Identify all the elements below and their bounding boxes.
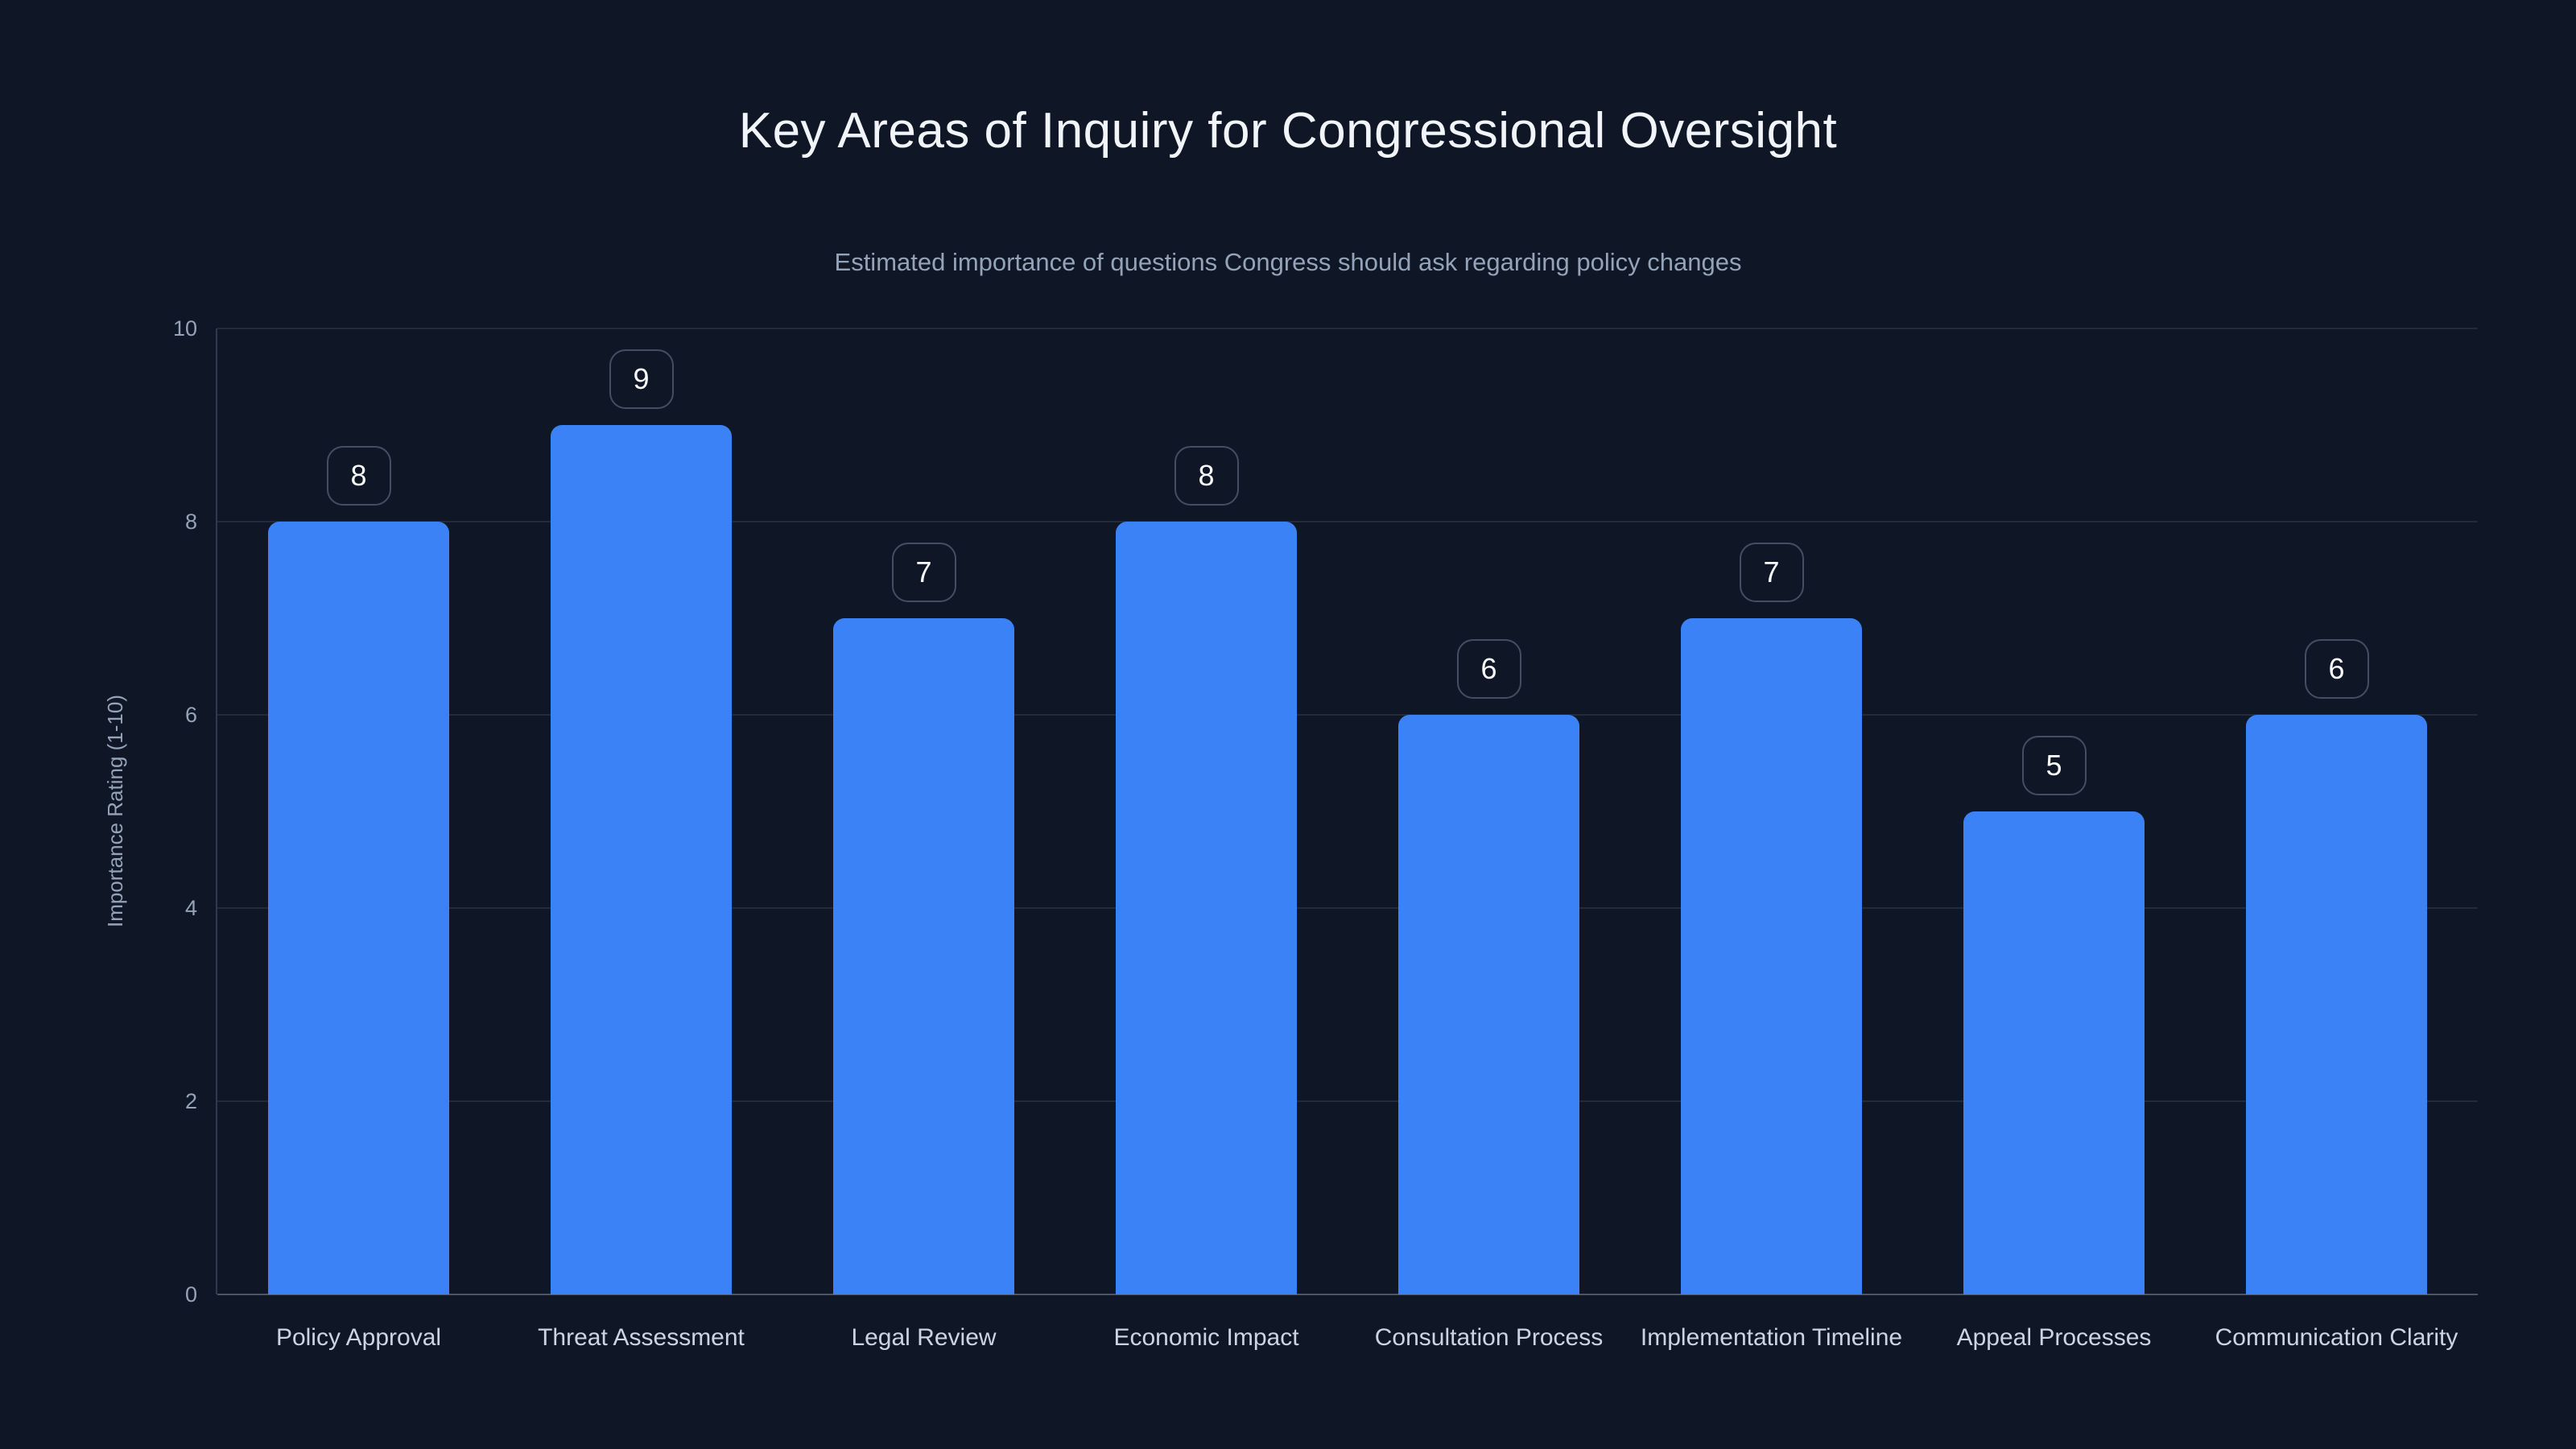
y-axis-title: Importance Rating (1-10) [99, 328, 131, 1294]
value-badge: 6 [2304, 639, 2369, 699]
chart-subtitle: Estimated importance of questions Congre… [834, 248, 1742, 276]
x-axis-label: Economic Impact [1113, 1324, 1299, 1351]
y-tick-label: 0 [184, 1282, 197, 1307]
y-tick-label: 2 [184, 1089, 197, 1113]
bar [1116, 522, 1297, 1294]
y-tick-label: 10 [172, 316, 197, 341]
value-badge: 7 [891, 543, 956, 602]
gridline [217, 328, 2478, 329]
bar [833, 618, 1014, 1294]
chart-title: Key Areas of Inquiry for Congressional O… [738, 103, 1838, 159]
plot-area: Importance Rating (1-10) 0 2 4 6 8 10 8 Policy … [103, 316, 2478, 1351]
y-tick-label: 6 [184, 703, 197, 727]
value-badge: 9 [609, 349, 674, 409]
x-axis-label: Appeal Processes [1956, 1324, 2152, 1351]
y-axis-line [216, 328, 217, 1294]
gridline [217, 1100, 2478, 1102]
y-tick-label: 4 [184, 896, 197, 920]
y-tick-label: 8 [184, 510, 197, 534]
x-axis-label: Consultation Process [1374, 1324, 1604, 1351]
x-axis-label: Legal Review [851, 1324, 997, 1351]
gridline [217, 714, 2478, 716]
bar [1681, 618, 1862, 1294]
gridline [217, 907, 2478, 909]
value-badge: 7 [1739, 543, 1804, 602]
x-axis-label: Communication Clarity [2215, 1324, 2458, 1351]
gridline [217, 521, 2478, 522]
x-axis-label: Threat Assessment [538, 1324, 745, 1351]
value-badge: 8 [326, 446, 391, 506]
y-axis-title-text: Importance Rating (1-10) [102, 695, 127, 928]
value-badge: 6 [1456, 639, 1521, 699]
value-badge: 8 [1174, 446, 1239, 506]
bar [1398, 715, 1579, 1294]
x-axis-label: Policy Approval [275, 1324, 442, 1351]
x-axis-label: Implementation Timeline [1640, 1324, 1903, 1351]
bar [268, 522, 449, 1294]
bar [2246, 715, 2427, 1294]
x-axis-line [217, 1294, 2478, 1295]
bar [551, 425, 732, 1294]
bar [1963, 811, 2145, 1294]
value-badge: 5 [2021, 736, 2087, 795]
